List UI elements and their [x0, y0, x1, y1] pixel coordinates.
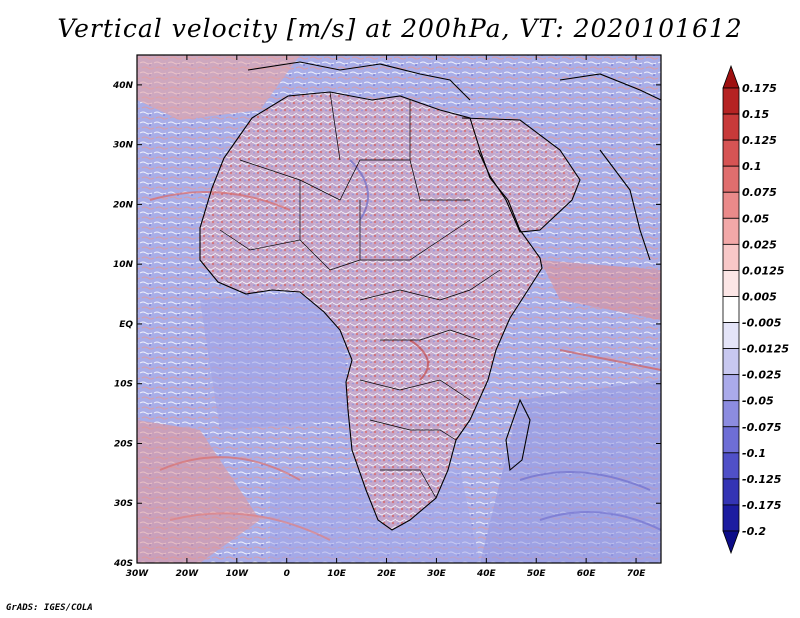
- colorbar-swatch: [722, 87, 740, 115]
- colorbar-swatch: [722, 478, 740, 506]
- field-red-patch: [137, 55, 300, 120]
- colorbar-label: 0.125: [742, 134, 777, 147]
- colorbar: 0.175 0.15 0.125 0.1 0.075 0.05 0.025 0.0125 0.0…: [722, 64, 789, 555]
- colorbar-label: -0.005: [742, 317, 782, 330]
- lon-tick-label: 10E: [327, 569, 347, 579]
- colorbar-swatch: [722, 374, 740, 402]
- field-red-patch: [137, 420, 260, 563]
- lon-tick-label: 0: [284, 569, 290, 579]
- grads-credit: GrADS: IGES/COLA: [6, 603, 93, 613]
- colorbar-swatch: [722, 504, 740, 532]
- field-red-patch: [540, 260, 661, 320]
- lat-tick-label: 10N: [113, 260, 134, 270]
- colorbar-swatch: [722, 165, 740, 193]
- colorbar-label: 0.15: [742, 108, 769, 121]
- colorbar-label: 0.1: [742, 160, 762, 173]
- lon-tick-label: 30E: [427, 569, 447, 579]
- colorbar-arrow-bottom: [722, 530, 740, 555]
- arabia-fill: [462, 118, 580, 232]
- lat-tick-label: 40N: [112, 81, 134, 91]
- colorbar-label: 0.025: [742, 238, 777, 251]
- colorbar-swatch: [722, 217, 740, 245]
- lon-tick-label: 60E: [577, 569, 597, 579]
- lon-tick-label: 10W: [226, 569, 250, 579]
- country-borders: [219, 91, 501, 499]
- colorbar-label: -0.0125: [742, 343, 789, 356]
- colorbar-swatch: [722, 400, 740, 428]
- colorbar-label: -0.025: [742, 369, 782, 382]
- colorbar-label: 0.005: [742, 290, 777, 303]
- colorbar-label: -0.2: [742, 525, 766, 538]
- lon-tick-label: 50E: [527, 569, 547, 579]
- colorbar-swatch: [722, 296, 740, 323]
- colorbar-label: 0.075: [742, 186, 777, 199]
- lat-tick-label: 40S: [113, 559, 133, 569]
- lon-tick-label: 20W: [176, 569, 200, 579]
- lat-tick-label: 30S: [114, 499, 133, 509]
- colorbar-swatch: [722, 139, 740, 167]
- colorbar-label: -0.1: [742, 447, 766, 460]
- colorbar-label: -0.125: [742, 473, 782, 486]
- colorbar-swatch: [722, 113, 740, 141]
- lat-tick-label: 10S: [114, 380, 133, 390]
- colorbar-label: 0.05: [742, 212, 769, 225]
- lon-tick-label: 70E: [627, 569, 647, 579]
- colorbar-swatch: [722, 322, 740, 349]
- colorbar-swatch: [722, 243, 740, 271]
- colorbar-label: 0.0125: [742, 264, 785, 277]
- colorbar-swatch: [722, 270, 740, 297]
- lon-tick-label: 40E: [476, 569, 497, 579]
- continent-fill: [200, 92, 542, 530]
- lat-tick-label: 20S: [114, 439, 133, 449]
- colorbar-label: -0.175: [742, 499, 782, 512]
- lon-tick-label: 20E: [377, 569, 397, 579]
- colorbar-swatch: [722, 426, 740, 454]
- colorbar-label: -0.05: [742, 395, 774, 408]
- chart-title: Vertical velocity [m/s] at 200hPa, VT: 2…: [57, 14, 743, 43]
- colorbar-arrow-top: [722, 64, 740, 89]
- colorbar-swatch: [722, 348, 740, 376]
- colorbar-swatch: [722, 191, 740, 219]
- field-blue-patch: [200, 290, 350, 430]
- colorbar-label: 0.175: [742, 82, 777, 95]
- lat-tick-label: 30N: [113, 141, 134, 151]
- field-streaks: [149, 159, 661, 541]
- lat-tick-label: EQ: [119, 320, 133, 330]
- lat-tick-label: 20N: [113, 200, 134, 210]
- colorbar-swatch: [722, 452, 740, 480]
- colorbar-label: -0.075: [742, 421, 782, 434]
- plot-frame: [136, 54, 662, 564]
- lon-tick-label: 30W: [126, 569, 150, 579]
